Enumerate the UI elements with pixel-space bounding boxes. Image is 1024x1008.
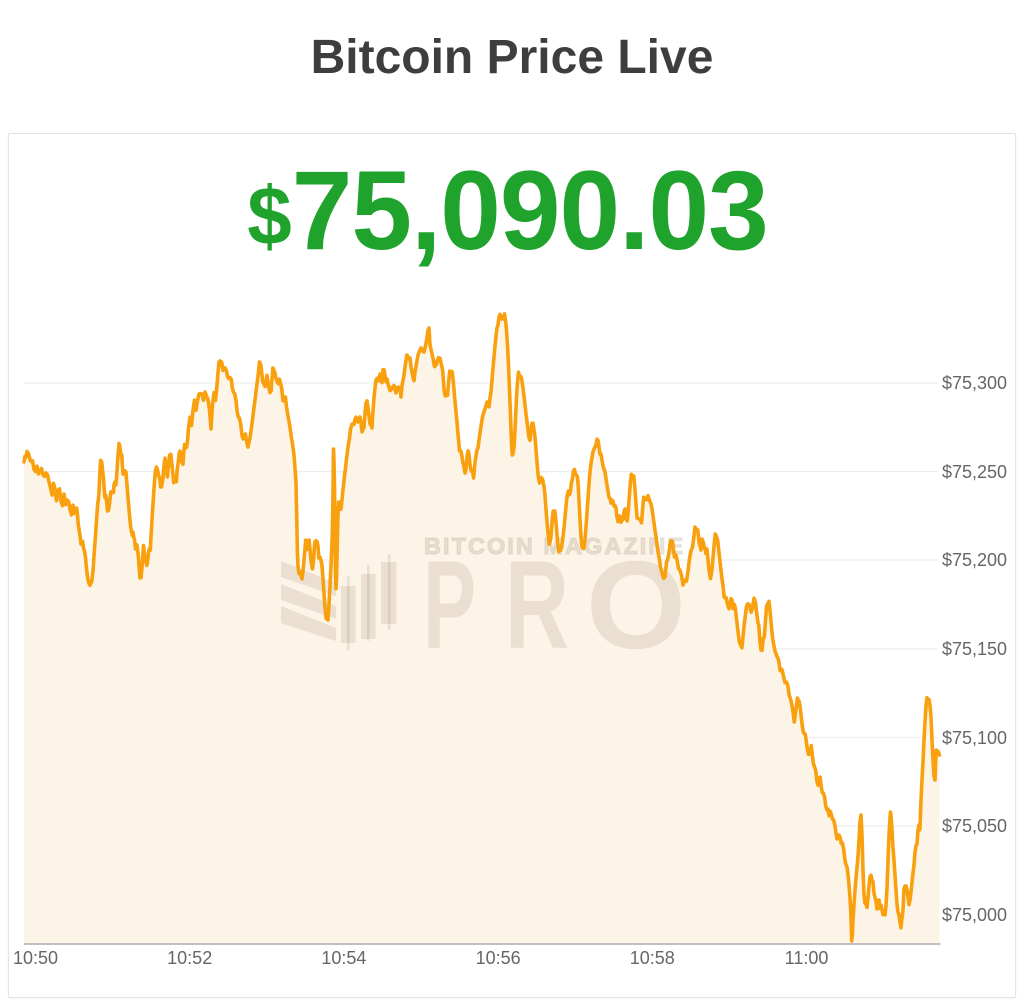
svg-text:R: R xyxy=(505,536,569,675)
svg-text:P: P xyxy=(423,536,476,675)
svg-text:O: O xyxy=(586,536,686,675)
